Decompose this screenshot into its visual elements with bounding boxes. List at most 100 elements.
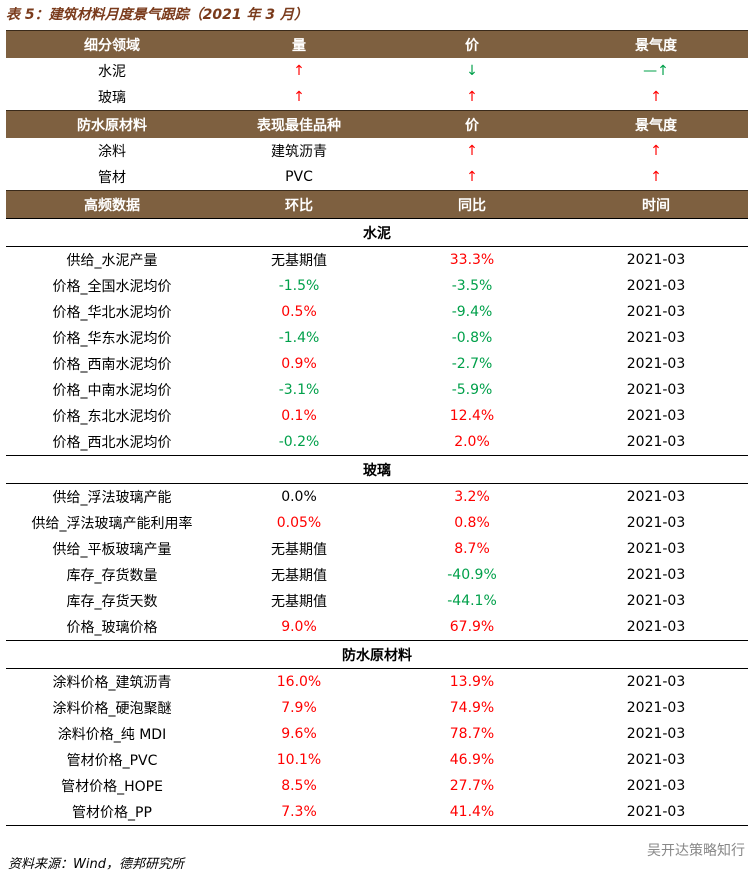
section-row: 水泥 — [6, 218, 748, 247]
cell: 16.0% — [276, 674, 322, 690]
cell: 2021-03 — [626, 674, 686, 690]
cell: PVC — [285, 169, 313, 185]
data-row: 管材价格_PP 7.3% 41.4% 2021-03 — [6, 799, 748, 826]
cell: 2021-03 — [626, 489, 686, 505]
header-cell: 景气度 — [564, 110, 748, 138]
cell: 价格_玻璃价格 — [66, 620, 158, 636]
cell: 0.1% — [281, 408, 317, 424]
data-row: 价格_全国水泥均价 -1.5% -3.5% 2021-03 — [6, 273, 748, 299]
cell: 涂料价格_纯 MDI — [57, 727, 167, 743]
header-cell: 景气度 — [564, 30, 748, 58]
cell: 管材 — [98, 170, 126, 186]
data-row: 库存_存货数量 无基期值 -40.9% 2021-03 — [6, 562, 748, 588]
header-cell: 高频数据 — [6, 190, 218, 219]
cell: 46.9% — [449, 752, 495, 768]
header-cell: 环比 — [218, 190, 380, 219]
cell: 库存_存货数量 — [66, 568, 158, 584]
watermark: 吴开达策略知行 — [647, 843, 745, 859]
cell: 67.9% — [449, 619, 495, 635]
cell: -3.1% — [278, 382, 320, 398]
cell: -0.8% — [451, 330, 493, 346]
cell: -5.9% — [451, 382, 493, 398]
cell: 0.0% — [281, 489, 317, 505]
cell: 价格_全国水泥均价 — [52, 279, 172, 295]
header-cell: 细分领域 — [6, 30, 218, 58]
header-row: 防水原材料 表现最佳品种价景气度 — [6, 110, 748, 138]
header-cell: 价 — [380, 30, 564, 58]
cell: 2021-03 — [564, 799, 748, 826]
cell: -44.1% — [447, 593, 497, 609]
data-row: 管材 PVC ↑ ↑ — [6, 164, 748, 191]
data-row: 涂料价格_建筑沥青 16.0% 13.9% 2021-03 — [6, 669, 748, 696]
cell: 9.6% — [281, 726, 317, 742]
cell: 2021-03 — [626, 408, 686, 424]
cell: 33.3% — [449, 252, 495, 268]
cell: 74.9% — [449, 700, 495, 716]
cell: 2021-03 — [626, 778, 686, 794]
cell: 2021-03 — [626, 541, 686, 557]
table-title: 表 5：建筑材料月度景气跟踪（2021 年 3 月） — [6, 7, 308, 23]
cell: 8.7% — [454, 541, 490, 557]
data-row: 供给_水泥产量 无基期值 33.3% 2021-03 — [6, 247, 748, 274]
cell: 无基期值 — [271, 253, 327, 269]
table: 细分领域量价景气度 水泥 ↑ ↓ —↑ 玻璃 ↑ ↑ ↑ 防水原材料 表现最佳品种价景气度 涂料 建筑沥… — [6, 30, 748, 826]
data-row: 供给_浮法玻璃产能 0.0% 3.2% 2021-03 — [6, 484, 748, 511]
data-row: 管材价格_HOPE 8.5% 27.7% 2021-03 — [6, 773, 748, 799]
data-row: 涂料 建筑沥青 ↑ ↑ — [6, 138, 748, 164]
cell: 7.3% — [218, 799, 380, 826]
cell: ↑ — [650, 169, 662, 185]
cell: 9.0% — [281, 619, 317, 635]
cell: ↑ — [650, 89, 662, 105]
cell: 10.1% — [276, 752, 322, 768]
cell: 价格_西南水泥均价 — [52, 357, 172, 373]
data-row: 管材价格_PVC 10.1% 46.9% 2021-03 — [6, 747, 748, 773]
cell: 2021-03 — [626, 515, 686, 531]
cell: 3.2% — [454, 489, 490, 505]
cell: 7.9% — [281, 700, 317, 716]
data-row: 供给_浮法玻璃产能利用率 0.05% 0.8% 2021-03 — [6, 510, 748, 536]
cell: 价格_中南水泥均价 — [52, 383, 172, 399]
cell: ↓ — [466, 63, 478, 79]
header-row: 高频数据 环比 同比 时间 — [6, 190, 748, 219]
section-row: 防水原材料 — [6, 640, 748, 669]
cell: 2021-03 — [626, 356, 686, 372]
cell: 建筑沥青 — [271, 144, 327, 160]
cell: 2021-03 — [626, 752, 686, 768]
cell: 2021-03 — [626, 567, 686, 583]
cell: -0.2% — [278, 434, 320, 450]
cell: ↑ — [466, 143, 478, 159]
cell: -40.9% — [447, 567, 497, 583]
cell: 玻璃 — [98, 90, 126, 106]
data-row: 价格_东北水泥均价 0.1% 12.4% 2021-03 — [6, 403, 748, 429]
cell: 供给_浮法玻璃产能 — [52, 490, 172, 506]
cell: 27.7% — [449, 778, 495, 794]
data-row: 价格_华北水泥均价 0.5% -9.4% 2021-03 — [6, 299, 748, 325]
cell: 12.4% — [449, 408, 495, 424]
cell: -2.7% — [451, 356, 493, 372]
data-row: 供给_平板玻璃产量 无基期值 8.7% 2021-03 — [6, 536, 748, 562]
data-row: 玻璃 ↑ ↑ ↑ — [6, 84, 748, 111]
data-row: 涂料价格_硬泡聚醚 7.9% 74.9% 2021-03 — [6, 695, 748, 721]
cell: 2021-03 — [626, 330, 686, 346]
cell: 0.5% — [281, 304, 317, 320]
data-row: 价格_华东水泥均价 -1.4% -0.8% 2021-03 — [6, 325, 748, 351]
header-cell: 表现最佳品种 — [218, 110, 380, 138]
cell: 管材价格_HOPE — [61, 779, 163, 795]
cell: 0.05% — [276, 515, 322, 531]
cell: 涂料价格_建筑沥青 — [52, 675, 172, 691]
header-cell: 量 — [218, 30, 380, 58]
cell: 供给_水泥产量 — [66, 253, 158, 269]
cell: ↑ — [293, 63, 305, 79]
cell: 无基期值 — [271, 542, 327, 558]
cell: ↑ — [650, 143, 662, 159]
cell: 涂料价格_硬泡聚醚 — [52, 701, 172, 717]
data-row: 价格_玻璃价格 9.0% 67.9% 2021-03 — [6, 614, 748, 641]
data-row: 涂料价格_纯 MDI 9.6% 78.7% 2021-03 — [6, 721, 748, 747]
data-row: 库存_存货天数 无基期值 -44.1% 2021-03 — [6, 588, 748, 614]
cell: 2021-03 — [626, 619, 686, 635]
cell: 无基期值 — [271, 594, 327, 610]
cell: -1.4% — [278, 330, 320, 346]
cell: -3.5% — [451, 278, 493, 294]
cell: 供给_浮法玻璃产能利用率 — [31, 516, 193, 532]
